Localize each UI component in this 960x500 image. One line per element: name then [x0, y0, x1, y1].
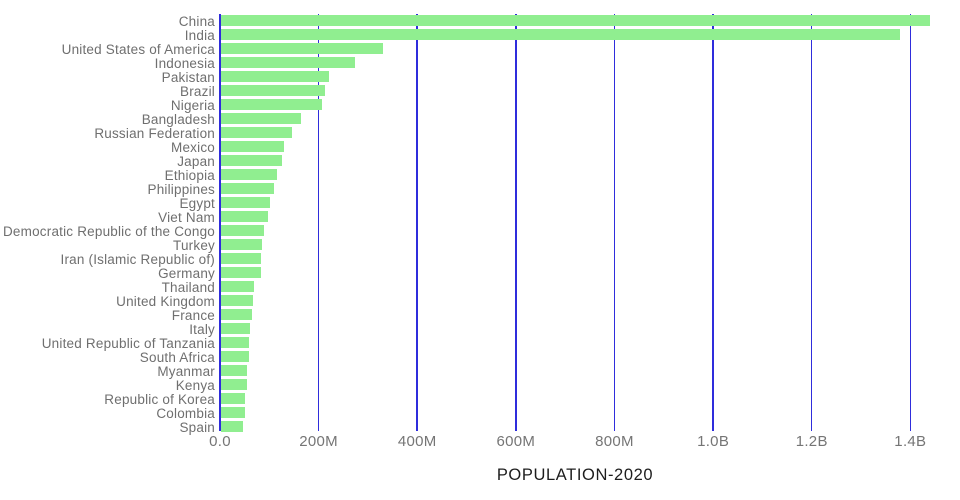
- tick-label: 1.0B: [697, 433, 730, 450]
- country-label: Indonesia: [154, 56, 215, 72]
- bar[interactable]: [221, 364, 247, 377]
- bar[interactable]: [221, 252, 262, 265]
- bar[interactable]: [221, 420, 244, 433]
- bar[interactable]: [221, 98, 322, 111]
- tick-label: 1.2B: [795, 433, 828, 450]
- country-label: Turkey: [173, 238, 215, 254]
- bar[interactable]: [221, 280, 255, 293]
- bar[interactable]: [221, 392, 246, 405]
- bar[interactable]: [221, 42, 384, 55]
- country-label: China: [178, 14, 215, 30]
- bar[interactable]: [221, 224, 265, 237]
- country-label: Republic of Korea: [104, 392, 215, 408]
- bar[interactable]: [221, 182, 275, 195]
- country-label: Germany: [158, 266, 215, 282]
- country-label: Iran (Islamic Republic of): [60, 252, 215, 268]
- grid-line: [515, 14, 517, 431]
- country-label: South Africa: [139, 350, 215, 366]
- country-label: Brazil: [180, 84, 215, 100]
- bar[interactable]: [221, 84, 325, 97]
- bar[interactable]: [221, 336, 250, 349]
- bar[interactable]: [221, 210, 268, 223]
- bar[interactable]: [221, 70, 329, 83]
- country-label: India: [184, 28, 215, 44]
- bar[interactable]: [221, 14, 930, 27]
- country-label: Bangladesh: [141, 112, 215, 128]
- country-label: Philippines: [147, 182, 215, 198]
- bar[interactable]: [221, 406, 246, 419]
- bar[interactable]: [221, 350, 250, 363]
- country-label: Pakistan: [161, 70, 215, 86]
- tick-label: 800M: [595, 433, 634, 450]
- bar[interactable]: [221, 294, 254, 307]
- tick-label: 1.4B: [894, 433, 927, 450]
- country-label: Ethiopia: [164, 168, 215, 184]
- bar[interactable]: [221, 28, 901, 41]
- grid-line: [416, 14, 418, 431]
- bar[interactable]: [221, 154, 283, 167]
- country-label: Russian Federation: [94, 126, 215, 142]
- country-label: Kenya: [175, 378, 215, 394]
- bar[interactable]: [221, 378, 247, 391]
- bar[interactable]: [221, 196, 271, 209]
- grid-line: [317, 14, 320, 431]
- country-label: Democratic Republic of the Congo: [2, 224, 215, 240]
- tick-label: 400M: [397, 433, 437, 450]
- bar[interactable]: [221, 112, 302, 125]
- bar[interactable]: [221, 126, 292, 139]
- grid-line: [810, 14, 813, 431]
- country-label: Myanmar: [157, 364, 215, 380]
- country-label: Japan: [177, 154, 215, 170]
- country-label: Spain: [179, 420, 215, 436]
- country-label: United Kingdom: [116, 294, 215, 310]
- country-label: Thailand: [161, 280, 215, 296]
- bar[interactable]: [221, 266, 262, 279]
- country-label: France: [171, 308, 215, 324]
- bar[interactable]: [221, 168, 277, 181]
- grid-line: [219, 14, 221, 431]
- country-label: United States of America: [61, 42, 215, 58]
- country-label: United Republic of Tanzania: [41, 336, 215, 352]
- bar[interactable]: [221, 322, 250, 335]
- country-label: Viet Nam: [158, 210, 215, 226]
- tick-label: 200M: [299, 433, 338, 450]
- bar[interactable]: [221, 140, 284, 153]
- tick-label: 600M: [496, 433, 536, 450]
- bar[interactable]: [221, 308, 253, 321]
- bar[interactable]: [221, 56, 355, 69]
- grid-line: [712, 14, 714, 431]
- country-label: Mexico: [171, 140, 215, 156]
- bar[interactable]: [221, 238, 262, 251]
- x-axis-title: POPULATION-2020: [496, 466, 654, 484]
- country-label: Italy: [189, 322, 215, 338]
- tick-label: 0.0: [209, 433, 231, 450]
- country-label: Colombia: [156, 406, 215, 422]
- grid-line: [613, 14, 616, 431]
- country-label: Nigeria: [170, 98, 215, 114]
- country-label: Egypt: [179, 196, 215, 212]
- grid-line: [909, 14, 912, 431]
